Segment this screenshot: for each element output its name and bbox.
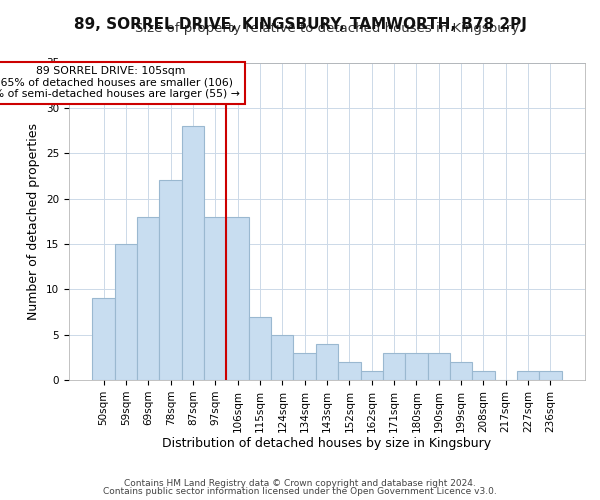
Title: Size of property relative to detached houses in Kingsbury: Size of property relative to detached ho… [135,22,519,35]
Bar [450,362,472,380]
X-axis label: Distribution of detached houses by size in Kingsbury: Distribution of detached houses by size … [163,438,491,450]
Bar [405,353,428,380]
Bar [316,344,338,380]
Bar [383,353,405,380]
Bar [137,216,160,380]
Bar [539,371,562,380]
Bar [249,316,271,380]
Bar [271,334,293,380]
Bar [115,244,137,380]
Bar [293,353,316,380]
Text: Contains HM Land Registry data © Crown copyright and database right 2024.: Contains HM Land Registry data © Crown c… [124,478,476,488]
Bar [92,298,115,380]
Y-axis label: Number of detached properties: Number of detached properties [28,122,40,320]
Bar [517,371,539,380]
Bar [361,371,383,380]
Bar [226,216,249,380]
Bar [338,362,361,380]
Text: 89 SORREL DRIVE: 105sqm
← 65% of detached houses are smaller (106)
34% of semi-d: 89 SORREL DRIVE: 105sqm ← 65% of detache… [0,66,240,100]
Bar [472,371,494,380]
Bar [160,180,182,380]
Bar [428,353,450,380]
Text: 89, SORREL DRIVE, KINGSBURY, TAMWORTH, B78 2PJ: 89, SORREL DRIVE, KINGSBURY, TAMWORTH, B… [74,18,526,32]
Text: Contains public sector information licensed under the Open Government Licence v3: Contains public sector information licen… [103,487,497,496]
Bar [182,126,204,380]
Bar [204,216,226,380]
